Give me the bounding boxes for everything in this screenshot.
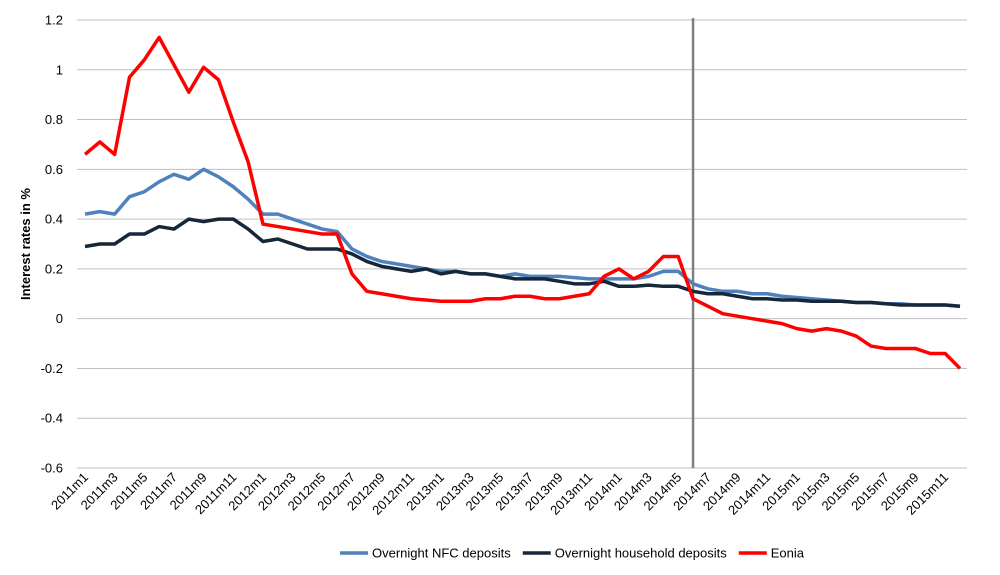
y-tick-label: -0.6 [41,461,63,476]
y-tick-label: 1.2 [45,13,63,28]
y-tick-label: -0.2 [41,361,63,376]
y-tick-label: 0.6 [45,162,63,177]
legend-label: Eonia [771,546,805,561]
y-axis-label: Interest rates in % [18,188,33,300]
y-tick-label: 1 [56,62,63,77]
legend-label: Overnight household deposits [555,546,728,561]
y-tick-label: 0.4 [45,212,63,227]
y-tick-label: 0 [56,311,63,326]
series-line [84,217,961,308]
y-tick-label: -0.4 [41,411,63,426]
y-tick-label: 0.2 [45,261,63,276]
legend-label: Overnight NFC deposits [372,546,511,561]
y-tick-label: 0.8 [45,112,63,127]
series-line [83,35,962,370]
series-line [84,167,961,308]
